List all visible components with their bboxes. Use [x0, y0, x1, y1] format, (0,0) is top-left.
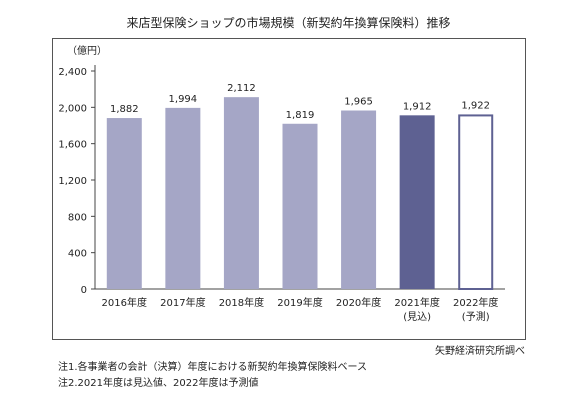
x-tick-label: 2016年度	[102, 296, 147, 309]
y-tick-label: 400	[68, 249, 87, 260]
y-axis-unit-label: （億円）	[67, 44, 107, 57]
y-tick-label: 2,400	[58, 67, 87, 78]
bar	[282, 123, 318, 289]
chart-frame	[52, 38, 526, 340]
bar	[223, 97, 259, 289]
bar-value-label: 1,994	[169, 94, 198, 105]
note-1: 注1.各事業者の会計（決算）年度における新契約年換算保険料ベース	[58, 362, 368, 373]
chart-title: 来店型保険ショップの市場規模（新契約年換算保険料）推移	[126, 16, 451, 30]
source-label: 矢野経済研究所調べ	[435, 346, 525, 357]
y-tick-label: 800	[68, 212, 87, 223]
y-tick-label: 1,600	[58, 140, 87, 151]
bar	[341, 110, 377, 289]
bar-value-label: 1,819	[286, 110, 315, 121]
note-2: 注2.2021年度は見込値、2022年度は予測値	[58, 378, 259, 389]
bar	[458, 114, 494, 290]
x-tick-label: 2017年度	[160, 296, 205, 309]
bar-value-label: 1,922	[461, 100, 490, 111]
bar-value-label: 1,912	[403, 101, 432, 112]
y-tick-label: 2,000	[58, 103, 87, 114]
bar	[399, 115, 435, 290]
x-tick-label: 2020年度	[336, 296, 381, 309]
y-tick-label: 1,200	[58, 176, 87, 187]
bar	[165, 107, 201, 290]
bar	[106, 118, 142, 289]
x-tick-label: 2022年度	[453, 296, 498, 309]
x-tick-sublabel: (予測)	[462, 310, 490, 323]
x-tick-label: 2018年度	[219, 296, 264, 309]
x-tick-label: 2019年度	[277, 296, 322, 309]
x-tick-label: 2021年度	[394, 296, 439, 309]
y-tick-label: 0	[81, 285, 87, 296]
x-tick-sublabel: (見込)	[403, 311, 431, 323]
bar-value-label: 2,112	[227, 83, 256, 94]
bar-value-label: 1,965	[344, 97, 373, 108]
bar-value-label: 1,882	[110, 104, 139, 115]
